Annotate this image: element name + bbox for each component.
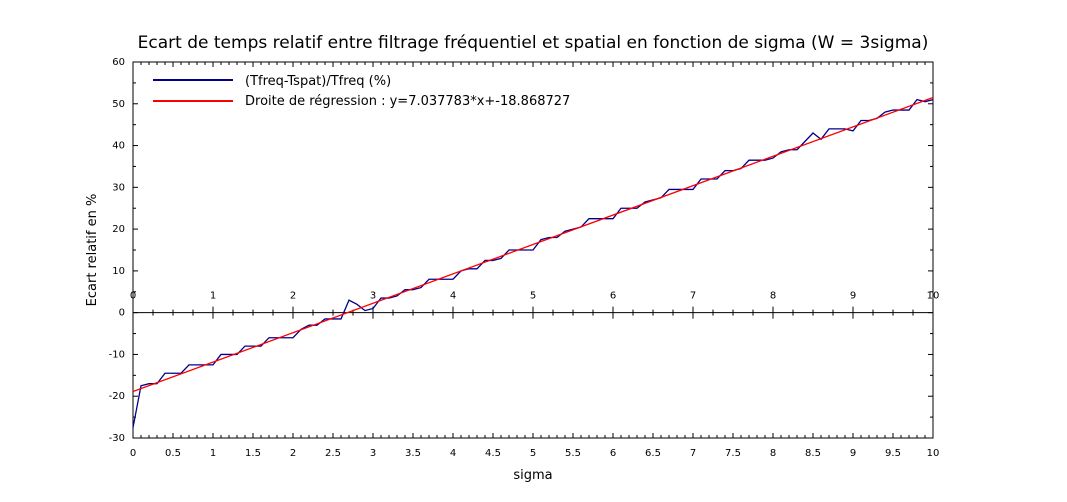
- x-tick-label: 8: [770, 448, 776, 459]
- zero-axis-tick-label: 6: [610, 291, 616, 302]
- series-line-regression: [132, 96, 934, 393]
- x-tick-label: 3.5: [405, 448, 421, 459]
- y-tick-label: 50: [112, 99, 125, 110]
- series-line-measured: [132, 98, 934, 428]
- x-tick-label: 4: [450, 448, 456, 459]
- x-tick-label: 4.5: [485, 448, 501, 459]
- x-tick-label: 9: [850, 448, 856, 459]
- y-axis-label: Ecart relatif en %: [85, 194, 100, 307]
- y-tick-label: 10: [112, 266, 125, 277]
- series-layer: [132, 96, 934, 428]
- y-tick-label: -10: [109, 349, 125, 360]
- x-tick-label: 7.5: [725, 448, 741, 459]
- y-tick-label: 40: [112, 141, 125, 152]
- zero-axis-tick-label: 1: [210, 291, 216, 302]
- x-tick-label: 2.5: [325, 448, 341, 459]
- zero-axis-tick-label: 5: [530, 291, 536, 302]
- zero-axis-tick-label: 4: [450, 291, 456, 302]
- x-tick-label: 10: [927, 448, 940, 459]
- y-tick-label: -30: [109, 433, 125, 444]
- zero-axis-tick-label: 9: [850, 291, 856, 302]
- y-tick-label: 20: [112, 224, 125, 235]
- x-tick-label: 6: [610, 448, 616, 459]
- x-tick-label: 1: [210, 448, 216, 459]
- x-tick-label: 9.5: [885, 448, 901, 459]
- x-tick-label: 6.5: [645, 448, 661, 459]
- x-tick-label: 2: [290, 448, 296, 459]
- legend: (Tfreq-Tspat)/Tfreq (%) Droite de régres…: [153, 74, 570, 109]
- x-tick-label: 3: [370, 448, 376, 459]
- x-tick-label: 5: [530, 448, 536, 459]
- x-tick-label: 1.5: [245, 448, 261, 459]
- chart-title: Ecart de temps relatif entre filtrage fr…: [138, 33, 929, 53]
- y-tick-label: 30: [112, 182, 125, 193]
- x-tick-label: 0: [130, 448, 136, 459]
- zero-axis-tick-label: 3: [370, 291, 376, 302]
- x-tick-label: 0.5: [165, 448, 181, 459]
- x-tick-label: 5.5: [565, 448, 581, 459]
- zero-axis-tick-label: 0: [130, 291, 136, 302]
- x-axis-label: sigma: [513, 468, 552, 483]
- y-tick-label: 60: [112, 57, 125, 68]
- zero-axis-tick-label: 7: [690, 291, 696, 302]
- y-tick-label: 0: [119, 308, 125, 319]
- legend-label-regression: Droite de régression : y=7.037783*x+-18.…: [245, 94, 570, 109]
- zero-axis-tick-label: 8: [770, 291, 776, 302]
- zero-axis-tick-label: 2: [290, 291, 296, 302]
- legend-label-measured: (Tfreq-Tspat)/Tfreq (%): [245, 74, 391, 89]
- zero-axis-tick-label: 10: [927, 291, 940, 302]
- axes: 0 0.5 1 1.5 2 2.5 3 3.5 4 4.5 5 5.5 6 6.5 7 7.5 8 8.5 9 9.5…: [109, 57, 940, 459]
- x-tick-label: 8.5: [805, 448, 821, 459]
- x-tick-label: 7: [690, 448, 696, 459]
- y-tick-label: -20: [109, 391, 125, 402]
